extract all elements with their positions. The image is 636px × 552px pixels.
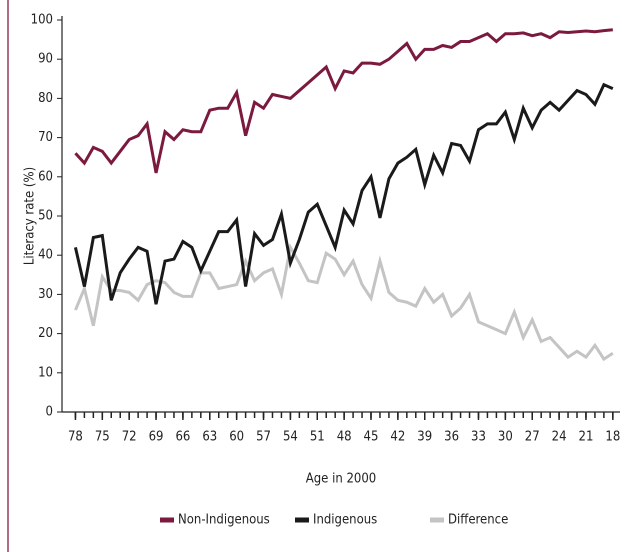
- x-tick-label: 18: [605, 430, 620, 445]
- y-tick-label: 10: [38, 365, 53, 380]
- x-tick-label: 57: [256, 430, 271, 445]
- legend-label: Difference: [448, 513, 508, 528]
- series-line: [74, 28, 613, 174]
- y-tick-label: 0: [46, 405, 53, 420]
- series-line: [74, 243, 614, 362]
- y-tick-label: 50: [38, 209, 53, 224]
- x-tick-label: 45: [364, 430, 379, 445]
- x-tick-label: 72: [122, 430, 137, 445]
- x-tick-label: 27: [525, 430, 540, 445]
- x-tick-label: 42: [390, 430, 405, 445]
- x-tick-label: 54: [283, 430, 298, 445]
- x-tick-label: 30: [498, 430, 513, 445]
- y-tick-label: 70: [38, 130, 53, 145]
- y-tick-label: 40: [38, 248, 53, 263]
- x-tick-label: 63: [202, 430, 217, 445]
- x-tick-label: 33: [471, 430, 486, 445]
- series-line: [73, 82, 614, 305]
- x-tick-label: 75: [95, 430, 110, 445]
- x-tick-label: 24: [552, 430, 567, 445]
- y-tick-label: 90: [38, 52, 53, 67]
- x-tick-label: 21: [579, 430, 594, 445]
- x-tick-label: 78: [68, 430, 83, 445]
- y-tick-label: 20: [38, 326, 53, 341]
- legend-label: Non-Indigenous: [178, 513, 270, 528]
- x-tick-label: 48: [337, 430, 352, 445]
- x-tick-label: 66: [175, 430, 190, 445]
- x-tick-label: 39: [417, 430, 432, 445]
- x-tick-label: 36: [444, 430, 459, 445]
- x-tick-label: 60: [229, 430, 244, 445]
- x-axis-title: Age in 2000: [306, 472, 376, 487]
- legend-label: Indigenous: [313, 513, 377, 528]
- y-axis-title: Literacy rate (%): [23, 167, 38, 265]
- x-tick-label: 69: [149, 430, 164, 445]
- x-tick-label: 51: [310, 430, 325, 445]
- y-tick-label: 80: [38, 91, 53, 106]
- y-tick-label: 30: [38, 287, 53, 302]
- y-tick-label: 100: [31, 13, 53, 28]
- y-tick-label: 60: [38, 169, 53, 184]
